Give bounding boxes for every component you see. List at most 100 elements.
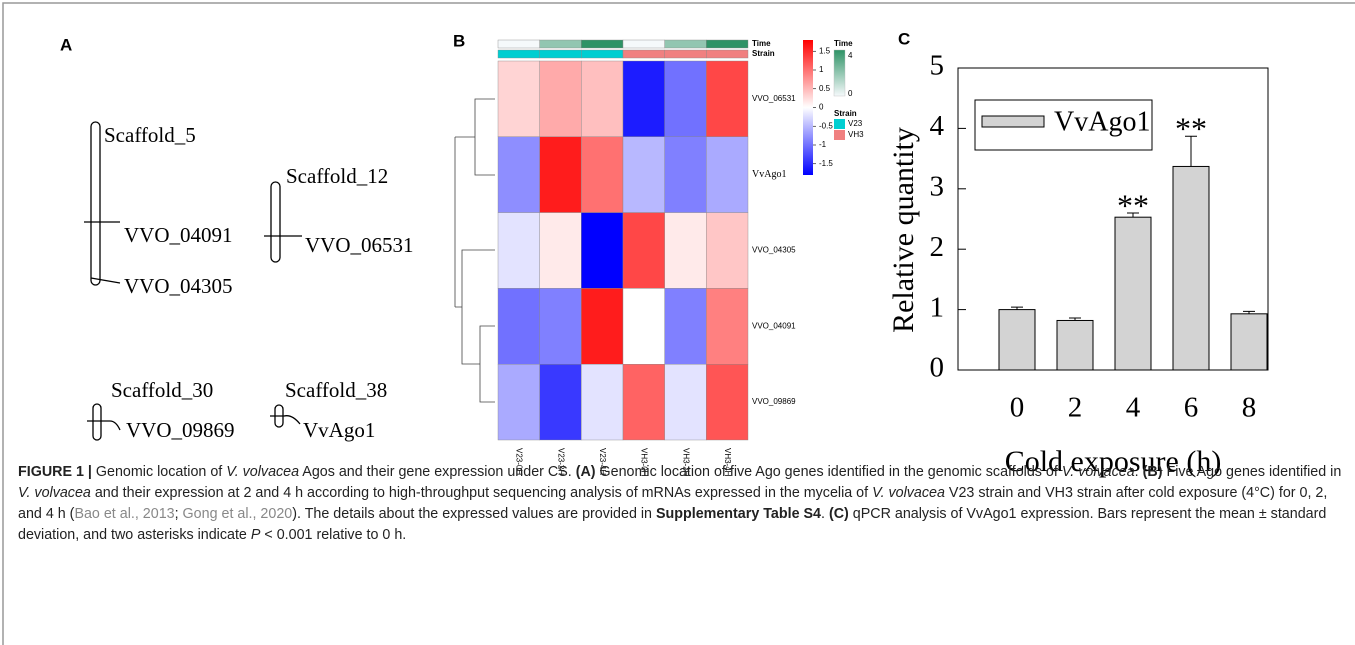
- column-label: VH3-0H: [640, 448, 649, 477]
- legend-title: Time: [834, 39, 853, 48]
- caption-text: ;: [174, 506, 183, 522]
- row-label: VVO_09869: [752, 397, 796, 406]
- heatmap-cell: [497, 60, 540, 138]
- y-tick-label: 3: [930, 170, 945, 202]
- x-tick-label: 2: [1068, 392, 1083, 424]
- legend-title: Strain: [834, 109, 857, 118]
- heatmap-cell: [539, 212, 582, 289]
- color-key-label: 1: [819, 65, 824, 74]
- heatmap-cell: [706, 288, 749, 365]
- heatmap-cell: [581, 136, 624, 213]
- x-tick-label: 6: [1184, 392, 1199, 424]
- column-label: V23-2H: [556, 448, 565, 475]
- strain-annotation: [622, 49, 665, 59]
- panel-a: A Scaffold_5 VVO_04091 VVO_04305 Scaffol…: [60, 35, 414, 441]
- scaffold-name: Scaffold_12: [286, 164, 388, 188]
- color-key-label: 0: [819, 103, 824, 112]
- time-annotation: [664, 39, 707, 49]
- time-annotation: [497, 39, 540, 49]
- heatmap-cell: [581, 364, 624, 441]
- caption-text: V. volvacea: [1061, 464, 1135, 480]
- time-annotation: [581, 39, 624, 49]
- heatmap-cell: [539, 364, 582, 441]
- heatmap-cell: [539, 136, 582, 213]
- error-bar: [1069, 317, 1081, 321]
- row-label: VvAgo1: [752, 169, 786, 180]
- color-key-label: 0.5: [819, 84, 831, 93]
- error-bar: [1185, 135, 1197, 167]
- caption-text: ). The details about the expressed value…: [292, 506, 656, 522]
- heatmap-cell: [497, 136, 540, 213]
- bar: [1056, 319, 1094, 371]
- error-bar: [1127, 212, 1139, 218]
- heatmap-cell: [497, 212, 540, 289]
- caption-text: Five Ago genes identified in: [1162, 464, 1342, 480]
- caption-text: .: [1134, 464, 1143, 480]
- significance-label: **: [1117, 187, 1149, 223]
- time-annotation: [539, 39, 582, 49]
- heatmap-cell: [664, 212, 707, 289]
- gene-name: VVO_09869: [126, 418, 235, 442]
- heatmap-cell: [497, 288, 540, 365]
- time-annotation: [622, 39, 665, 49]
- heatmap-cell: [664, 288, 707, 365]
- bar: [1172, 165, 1210, 371]
- color-key: [803, 40, 813, 175]
- annotation-title: Strain: [752, 49, 775, 58]
- color-key-label: -1: [819, 140, 827, 149]
- panel-b: B TimeStrainVVO_06531VvAgo1VVO_04305VVO_…: [453, 31, 864, 476]
- legend-swatch: [834, 119, 845, 129]
- caption-text: .: [820, 506, 829, 522]
- column-label: VH3-2H: [681, 448, 690, 477]
- color-key-label: -1.5: [819, 159, 833, 168]
- gene-mark: [87, 420, 121, 431]
- error-bar: [1011, 306, 1023, 310]
- heatmap-cell: [581, 288, 624, 365]
- annotation-title: Time: [752, 39, 771, 48]
- y-axis-title: Relative quantity: [887, 127, 920, 333]
- caption-text: V23 strain and VH3 strain after cold exp…: [18, 485, 1328, 522]
- y-tick-label: 0: [930, 352, 945, 384]
- scaffold-name: Scaffold_30: [111, 378, 213, 402]
- strain-annotation: [664, 49, 707, 59]
- legend-label: VH3: [848, 130, 864, 139]
- legend-swatch: [834, 130, 845, 140]
- heatmap-cell: [622, 364, 665, 441]
- x-tick-label: 8: [1242, 392, 1257, 424]
- heatmap-cell: [622, 136, 665, 213]
- row-label: VVO_04305: [752, 246, 796, 255]
- gene-name: VVO_04305: [124, 274, 233, 298]
- significance-label: **: [1175, 111, 1207, 147]
- time-annotation: [706, 39, 749, 49]
- caption-text: V. volvacea: [872, 485, 945, 501]
- y-tick-label: 4: [930, 110, 945, 142]
- heatmap-cell: [581, 60, 624, 138]
- caption-text: < 0.001 relative to 0 h.: [260, 527, 407, 543]
- gene-name: VVO_04091: [124, 223, 233, 247]
- caption: FIGURE 1 | Genomic location of V. volvac…: [18, 462, 1343, 546]
- color-key-label: 1.5: [819, 46, 831, 55]
- caption-text: Supplementary Table S4: [655, 506, 821, 522]
- panel-label: B: [453, 31, 465, 50]
- dendrogram: [454, 98, 495, 403]
- row-label: VVO_06531: [752, 94, 796, 103]
- heatmap-cell: [706, 364, 749, 441]
- caption-text: Genomic location of: [91, 464, 227, 480]
- heatmap-cell: [581, 212, 624, 289]
- caption-text: V. volvacea: [226, 464, 300, 480]
- y-tick-label: 1: [930, 291, 945, 323]
- caption-text: V. volvacea: [18, 485, 91, 501]
- heatmap-cell: [622, 212, 665, 289]
- caption-text: Genomic location of five Ago genes ident…: [595, 464, 1062, 480]
- caption-text: and their expression at 2 and 4 h accord…: [90, 485, 873, 501]
- time-key: [833, 49, 846, 97]
- gene-name: VvAgo1: [303, 418, 375, 442]
- caption-text: Gong et al., 2020: [182, 506, 293, 522]
- strain-annotation: [706, 49, 749, 59]
- strain-annotation: [539, 49, 582, 59]
- scaffold-name: Scaffold_38: [285, 378, 387, 402]
- scaffold: [270, 181, 281, 263]
